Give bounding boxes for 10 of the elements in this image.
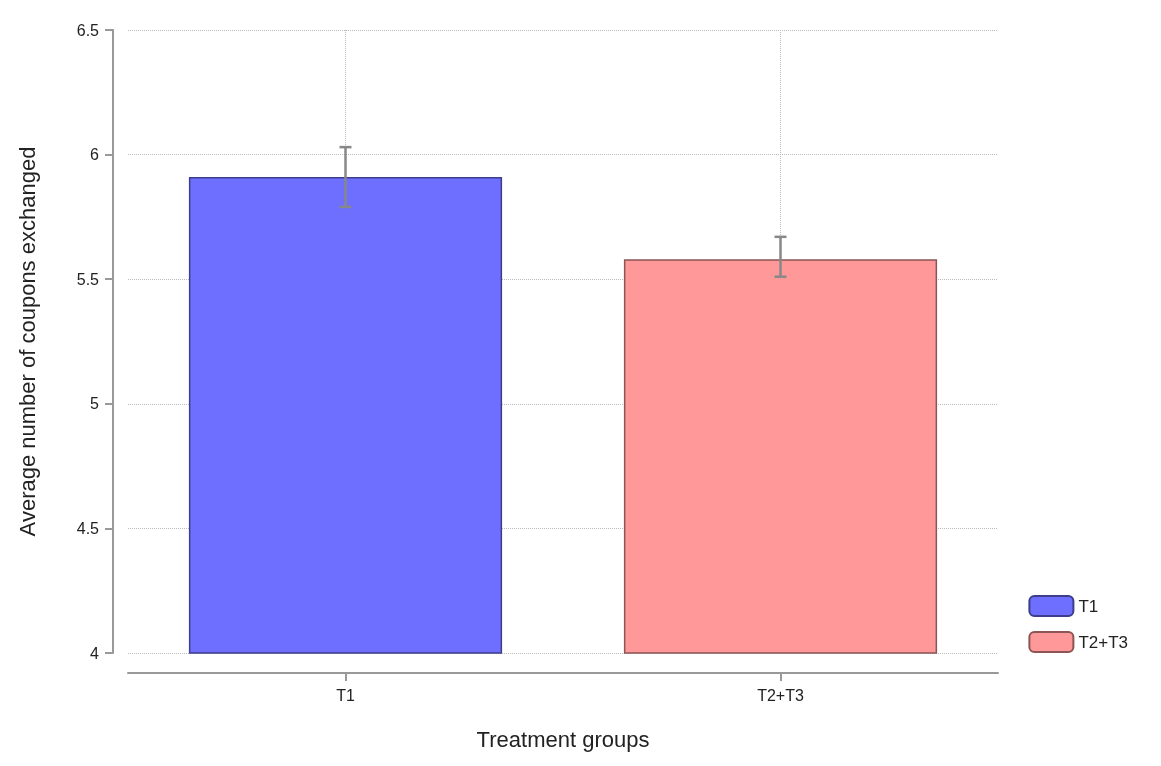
legend-label: T1 — [1078, 596, 1099, 616]
y-tick-label: 6 — [90, 146, 100, 164]
y-tick-label: 4.5 — [76, 519, 100, 537]
y-tick-label: 6.5 — [76, 21, 100, 39]
x-axis-title: Treatment groups — [476, 726, 650, 752]
y-tick-label: 4 — [90, 644, 100, 662]
y-tick-label: 5 — [90, 395, 100, 413]
y-tick-label: 5.5 — [76, 270, 100, 288]
y-axis-title: Average number of coupons exchanged — [14, 146, 40, 537]
legend-label: T2+T3 — [1078, 632, 1128, 652]
